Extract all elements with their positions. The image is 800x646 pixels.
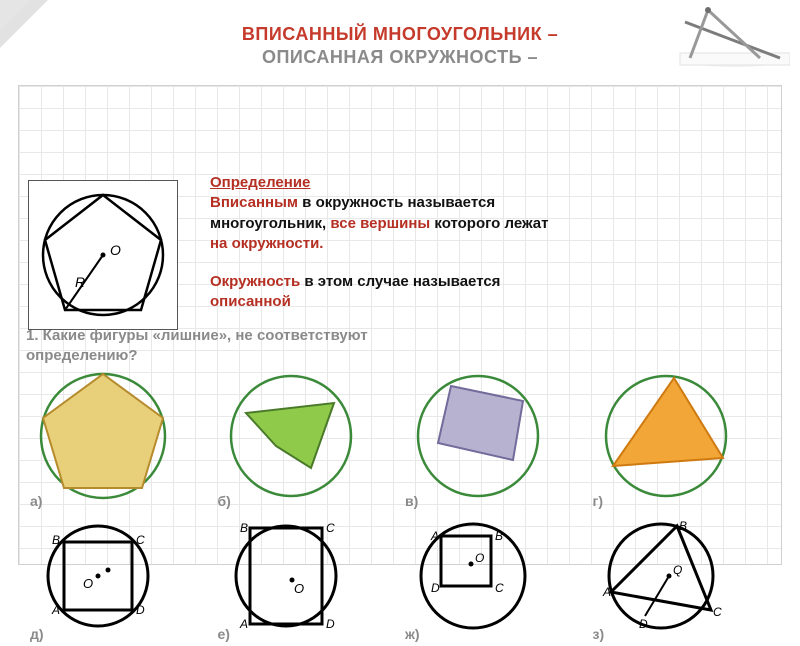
definition-text: Определение Вписанным в окружность назыв…	[210, 173, 790, 313]
label-R: R	[75, 274, 85, 290]
label-b: б)	[218, 493, 231, 509]
svg-text:A: A	[430, 529, 439, 543]
svg-text:C: C	[495, 581, 504, 595]
svg-text:B: B	[679, 519, 687, 533]
title-circumscribed: ОПИСАННАЯ ОКРУЖНОСТЬ –	[0, 47, 800, 68]
label-v: в)	[405, 493, 418, 509]
svg-text:Q: Q	[673, 563, 682, 577]
svg-text:A: A	[602, 585, 611, 599]
title-inscribed: ВПИСАННЫЙ МНОГОУГОЛЬНИК –	[0, 24, 800, 45]
label-zh: ж)	[405, 626, 420, 642]
figure-b: б)	[216, 368, 404, 513]
svg-text:B: B	[495, 529, 503, 543]
figure-a: а)	[28, 368, 216, 513]
figure-e: A B C D O е)	[216, 518, 404, 646]
svg-text:O: O	[294, 581, 304, 596]
label-z: з)	[593, 626, 605, 642]
figure-v: в)	[403, 368, 591, 513]
figure-d: A B C D O д)	[28, 518, 216, 646]
svg-text:B: B	[240, 521, 248, 535]
figure-z: A B C D Q з)	[591, 518, 779, 646]
definition-heading: Определение	[210, 173, 790, 193]
def-l2b: все вершины	[330, 215, 430, 232]
def-l4a: Окружность	[210, 273, 300, 290]
svg-text:D: D	[431, 581, 440, 595]
svg-text:A: A	[239, 617, 248, 631]
def-l2a: многоугольник,	[210, 215, 330, 232]
label-e: е)	[218, 626, 230, 642]
svg-text:A: A	[51, 603, 60, 617]
svg-text:C: C	[136, 533, 145, 547]
svg-text:C: C	[713, 605, 722, 619]
figure-zh: A B C D O ж)	[403, 518, 591, 646]
def-l1a: Вписанным	[210, 194, 298, 211]
def-l5: описанной	[210, 293, 291, 310]
label-g: г)	[593, 493, 604, 509]
question-text: 1. Какие фигуры «лишние», не соответству…	[26, 326, 586, 365]
inscribed-pentagon-def: O R	[33, 185, 173, 325]
svg-text:O: O	[83, 576, 93, 591]
label-a: а)	[30, 493, 42, 509]
definition-figure-box: O R	[28, 180, 178, 330]
label-d: д)	[30, 626, 44, 642]
svg-text:B: B	[52, 533, 60, 547]
def-l3: на окружности.	[210, 235, 323, 252]
svg-text:D: D	[136, 603, 145, 617]
svg-text:O: O	[475, 551, 484, 565]
label-O: O	[110, 242, 121, 258]
question-line1: 1. Какие фигуры «лишние», не соответству…	[26, 327, 368, 344]
svg-text:C: C	[326, 521, 335, 535]
question-line2: определению?	[26, 347, 138, 364]
svg-text:D: D	[326, 617, 335, 631]
def-l1b: в окружность называется	[298, 194, 495, 211]
svg-text:D: D	[639, 617, 648, 631]
def-l4b: в этом случае называется	[300, 273, 500, 290]
def-l2c: которого лежат	[430, 215, 548, 232]
figure-g: г)	[591, 368, 779, 513]
